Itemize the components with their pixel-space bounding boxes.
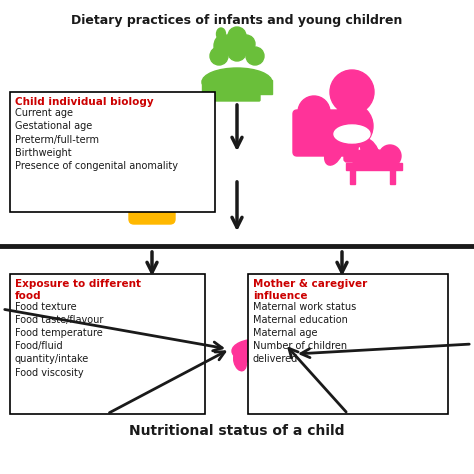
Ellipse shape xyxy=(270,352,283,374)
Circle shape xyxy=(379,145,401,167)
Circle shape xyxy=(298,96,330,128)
FancyBboxPatch shape xyxy=(346,163,402,170)
FancyBboxPatch shape xyxy=(344,126,358,162)
FancyBboxPatch shape xyxy=(10,274,205,414)
FancyBboxPatch shape xyxy=(248,274,448,414)
Ellipse shape xyxy=(214,36,228,56)
FancyBboxPatch shape xyxy=(145,131,159,143)
Text: E: E xyxy=(148,173,156,185)
FancyBboxPatch shape xyxy=(10,92,215,212)
Ellipse shape xyxy=(325,139,343,165)
Ellipse shape xyxy=(232,339,284,363)
Circle shape xyxy=(210,47,228,65)
FancyBboxPatch shape xyxy=(129,146,175,224)
Bar xyxy=(390,168,395,184)
Circle shape xyxy=(219,35,237,53)
Bar xyxy=(350,168,355,184)
Text: Dietary practices of infants and young children: Dietary practices of infants and young c… xyxy=(71,14,403,27)
Text: Exposure to different
food: Exposure to different food xyxy=(15,279,141,301)
FancyBboxPatch shape xyxy=(293,110,356,156)
Ellipse shape xyxy=(217,28,226,40)
Text: Maternal work status
Maternal education
Maternal age
Number of children
delivere: Maternal work status Maternal education … xyxy=(253,301,356,365)
Circle shape xyxy=(228,27,246,45)
Ellipse shape xyxy=(234,351,246,371)
Text: Food texture
Food taste/flavour
Food temperature
Food/fluid
quantity/intake
Food: Food texture Food taste/flavour Food tem… xyxy=(15,301,103,377)
Ellipse shape xyxy=(334,125,370,143)
Ellipse shape xyxy=(351,149,389,167)
Ellipse shape xyxy=(331,104,373,148)
Circle shape xyxy=(246,47,264,65)
Ellipse shape xyxy=(202,68,272,96)
Text: Current age
Gestational age
Preterm/full-term
Birthweight
Presence of congenital: Current age Gestational age Preterm/full… xyxy=(15,108,178,171)
Text: Nutritional status of a child: Nutritional status of a child xyxy=(129,424,345,438)
FancyBboxPatch shape xyxy=(142,139,162,153)
Circle shape xyxy=(274,321,306,353)
Text: Child individual biology: Child individual biology xyxy=(15,97,154,107)
Circle shape xyxy=(237,35,255,53)
FancyBboxPatch shape xyxy=(214,91,260,101)
Circle shape xyxy=(228,43,246,61)
Text: Mother & caregiver
influence: Mother & caregiver influence xyxy=(253,279,367,301)
Circle shape xyxy=(330,70,374,114)
FancyBboxPatch shape xyxy=(202,80,272,94)
Ellipse shape xyxy=(361,139,379,165)
